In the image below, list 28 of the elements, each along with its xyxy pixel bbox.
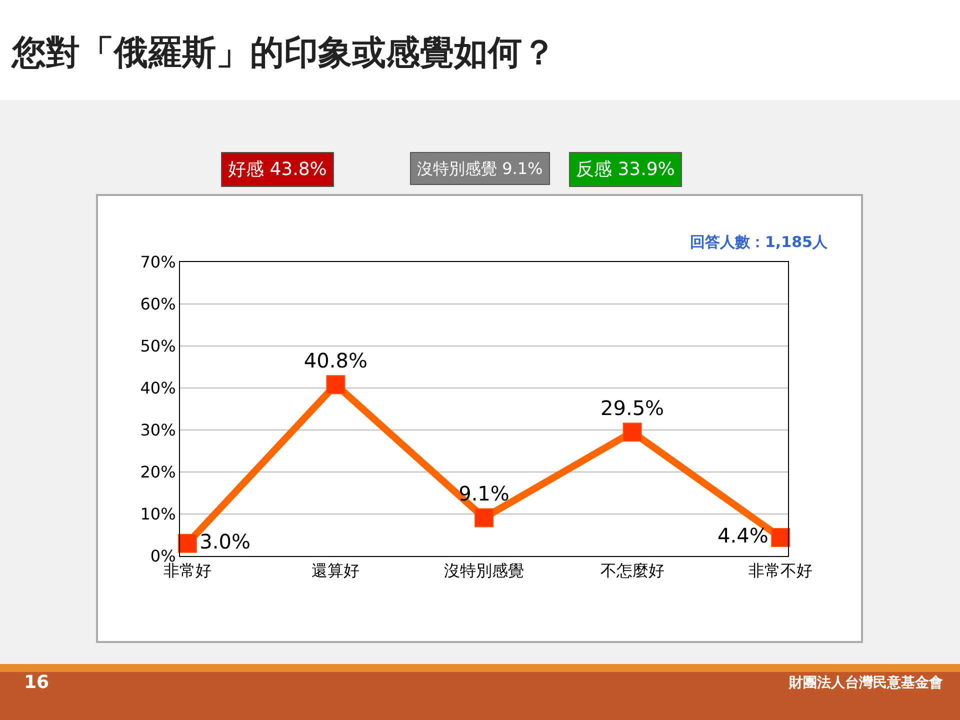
x-tick-label: 還算好 xyxy=(312,561,360,580)
x-tick-label: 不怎麼好 xyxy=(600,561,664,580)
x-tick-label: 沒特別感覺 xyxy=(444,561,524,580)
point xyxy=(771,528,790,548)
y-tick-label: 20% xyxy=(140,462,176,482)
y-tick-label: 60% xyxy=(140,294,176,314)
y-tick-label: 70% xyxy=(140,252,176,272)
x-tick-label: 非常不好 xyxy=(748,561,813,580)
text: 財團法人台灣民意基金會 xyxy=(788,674,943,691)
point xyxy=(622,422,642,442)
text: 好感 43.8% xyxy=(228,159,327,180)
y-tick-label: 30% xyxy=(140,420,176,440)
text: 沒特別感覺 9.1% xyxy=(417,159,543,178)
text: 16 xyxy=(24,672,50,693)
y-tick-label: 10% xyxy=(140,504,176,524)
text: 反感 33.9% xyxy=(576,159,675,180)
y-tick-label: 50% xyxy=(140,336,176,356)
point xyxy=(178,534,197,553)
data-label: 29.5% xyxy=(600,396,664,420)
point xyxy=(326,375,346,394)
chart-title: 您對「俄羅斯」的印象或感覺如何？ xyxy=(10,32,556,73)
data-label: 3.0% xyxy=(200,529,250,554)
text: 回答人數：1,185人 xyxy=(690,233,828,251)
data-label: 9.1% xyxy=(458,482,510,506)
data-label: 40.8% xyxy=(304,348,368,372)
y-tick-label: 40% xyxy=(140,378,176,398)
point xyxy=(474,508,494,528)
data-label: 4.4% xyxy=(718,524,768,548)
